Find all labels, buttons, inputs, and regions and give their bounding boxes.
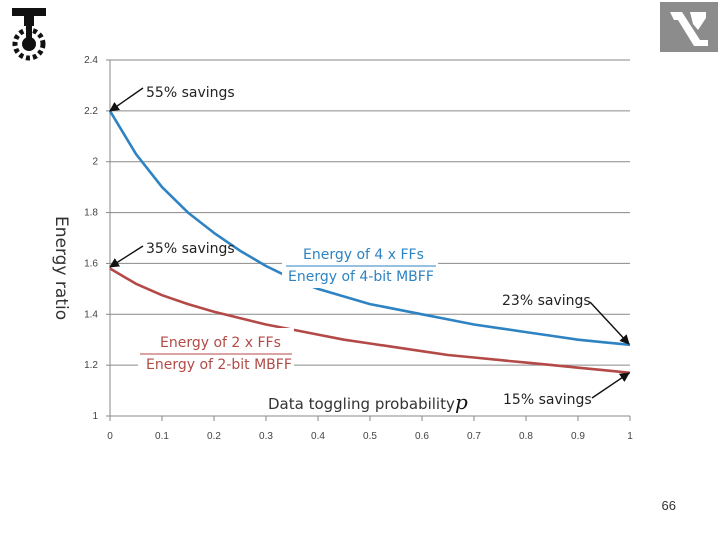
y-tick-label: 1.4 <box>84 309 98 320</box>
slide-number: 66 <box>661 498 676 513</box>
blue-fraction-bg <box>282 240 438 288</box>
x-axis-label: Data toggling probability <box>268 395 455 413</box>
x-axis-variable: p <box>455 390 468 414</box>
series-line-2bit <box>109 267 631 375</box>
blue-fraction-numerator: Energy of 4 x FFs <box>303 247 424 263</box>
x-tick-label: 0.8 <box>519 431 533 442</box>
x-tick-label: 0.6 <box>415 431 429 442</box>
y-tick-label: 1 <box>92 411 98 422</box>
series-line-4bit <box>108 110 631 347</box>
x-tick-label: 0.7 <box>467 431 481 442</box>
annotation-23-savings: 23% savings <box>502 293 591 309</box>
arrow-35-savings <box>109 245 144 268</box>
y-tick-label: 2.2 <box>84 106 98 117</box>
data-series <box>108 110 631 375</box>
y-tick-label: 2 <box>92 157 98 168</box>
x-tick-label: 0.4 <box>311 431 325 442</box>
x-tick-label: 0.3 <box>259 431 273 442</box>
x-tick-label: 0.2 <box>207 431 221 442</box>
y-tick-label: 1.2 <box>84 360 98 371</box>
x-tick-label: 0.5 <box>363 431 377 442</box>
red-fraction-denominator: Energy of 2-bit MBFF <box>146 357 292 373</box>
arrow-55-savings <box>109 87 144 112</box>
annotation-35-savings: 35% savings <box>146 241 235 257</box>
x-tick-label: 0.9 <box>571 431 585 442</box>
y-tick-label: 1.8 <box>84 208 98 219</box>
x-tick-label: 1 <box>627 431 633 442</box>
arrow-23-savings <box>589 301 630 345</box>
red-fraction-bg <box>138 328 294 376</box>
x-tick-label: 0 <box>107 431 113 442</box>
annotation-15-savings: 15% savings <box>503 392 592 408</box>
annotation-55-savings: 55% savings <box>146 85 235 101</box>
y-axis-label: Energy ratio <box>51 216 71 320</box>
x-label-bg <box>264 388 474 414</box>
blue-fraction-denominator: Energy of 4-bit MBFF <box>288 269 434 285</box>
y-tick-labels: 1 1.2 1.4 1.6 1.8 2 2.2 2.4 <box>84 55 98 422</box>
y-tick-label: 1.6 <box>84 258 98 269</box>
corner-logo <box>660 2 718 52</box>
red-fraction-numerator: Energy of 2 x FFs <box>160 335 281 351</box>
x-tick-labels: 0 0.1 0.2 0.3 0.4 0.5 0.6 0.7 0.8 0.9 1 <box>107 431 633 442</box>
y-tick-label: 2.4 <box>84 55 98 66</box>
arrow-15-savings <box>591 372 630 399</box>
x-tick-label: 0.1 <box>155 431 169 442</box>
technion-logo <box>4 2 54 64</box>
annotation-15-bg <box>498 388 588 410</box>
gridlines <box>106 59 631 421</box>
